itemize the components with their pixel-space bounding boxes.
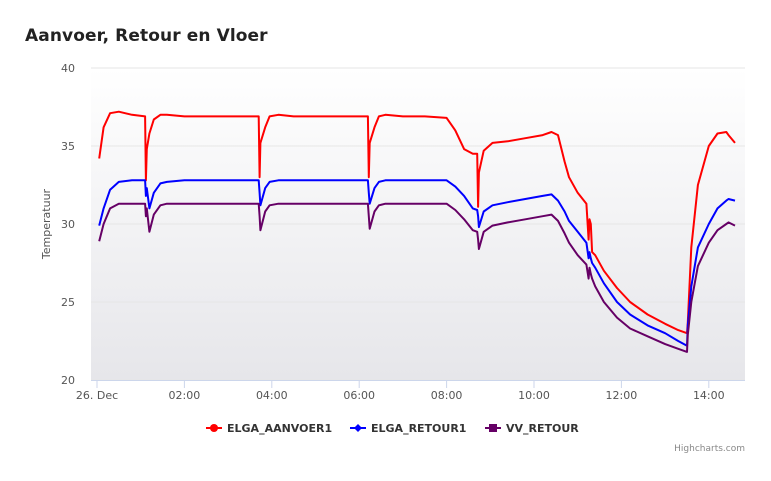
x-tick-label: 04:00 (256, 389, 288, 402)
legend-item-elga_retour1[interactable]: ELGA_RETOUR1 (350, 422, 466, 435)
hamburger-menu-icon[interactable] (724, 72, 742, 88)
diamond-marker-icon (354, 424, 362, 432)
series-line-elga_aanvoer1[interactable] (98, 110, 736, 335)
y-tick-label: 40 (61, 62, 75, 75)
legend-label: ELGA_AANVOER1 (227, 422, 332, 435)
y-axis-label: Temperatuur (40, 188, 53, 260)
x-tick-label: 08:00 (431, 389, 463, 402)
series-line-vv_retour[interactable] (98, 202, 736, 353)
x-tick-label: 26. Dec (76, 389, 118, 402)
y-tick-label: 20 (61, 374, 75, 387)
x-tick-label: 02:00 (169, 389, 201, 402)
circle-marker-icon (210, 424, 218, 432)
legend-item-vv_retour[interactable]: VV_RETOUR (485, 422, 579, 435)
square-marker-icon (489, 424, 497, 432)
y-axis: 20 25 30 35 40 (61, 62, 75, 387)
plot-background (91, 68, 745, 380)
y-tick-label: 35 (61, 140, 75, 153)
legend-label: VV_RETOUR (506, 422, 579, 435)
credits-link[interactable]: Highcharts.com (674, 444, 745, 454)
x-tick-label: 12:00 (606, 389, 638, 402)
series-line-elga_retour1[interactable] (98, 179, 736, 347)
y-tick-label: 30 (61, 218, 75, 231)
chart-title: Aanvoer, Retour en Vloer (25, 26, 268, 46)
x-tick-label: 10:00 (518, 389, 550, 402)
legend-label: ELGA_RETOUR1 (371, 422, 466, 435)
legend-item-elga_aanvoer1[interactable]: ELGA_AANVOER1 (206, 422, 332, 435)
legend: ELGA_AANVOER1 ELGA_RETOUR1 VV_RETOUR (206, 422, 579, 435)
grid (91, 67, 745, 381)
series-group (98, 110, 736, 353)
x-tick-label: 06:00 (343, 389, 375, 402)
x-tick-label: 14:00 (693, 389, 725, 402)
y-tick-label: 25 (61, 296, 75, 309)
x-axis: 26. Dec 02:00 04:00 06:00 08:00 10:00 12:00 14:… (76, 380, 745, 402)
